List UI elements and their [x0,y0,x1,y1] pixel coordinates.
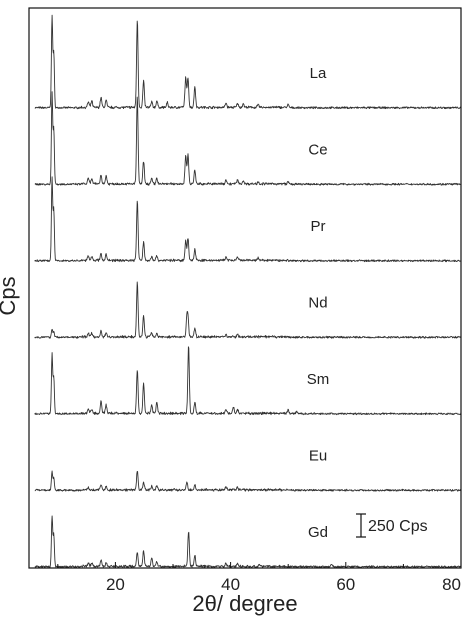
series-traces [34,14,462,569]
series-label-sm: Sm [307,371,330,388]
x-tick-label-60: 60 [336,575,355,594]
series-trace-pr [34,176,462,263]
series-label-nd: Nd [308,295,327,312]
scale-bar: 250 Cps [356,513,428,538]
x-tick-label-40: 40 [221,575,240,594]
series-label-eu: Eu [309,448,327,465]
x-tick-label-80: 80 [442,575,461,594]
series-labels: La Ce Pr Nd Sm Eu Gd [307,65,330,541]
series-label-ce: Ce [308,142,327,159]
series-label-la: La [310,65,327,82]
y-axis-title: Cps [0,276,20,315]
series-label-gd: Gd [308,524,328,541]
series-trace-nd [34,281,462,339]
x-tick-label-20: 20 [106,575,125,594]
series-trace-la [34,14,462,110]
x-axis-title: 2θ/ degree [192,591,297,616]
series-label-pr: Pr [311,218,326,235]
series-trace-ce [34,91,462,186]
x-axis-ticks: 20 40 60 80 [57,562,462,594]
series-trace-eu [34,470,462,492]
series-trace-gd [34,515,462,569]
scale-bar-label: 250 Cps [368,518,428,535]
plot-frame [28,7,462,569]
series-trace-sm [34,346,462,416]
